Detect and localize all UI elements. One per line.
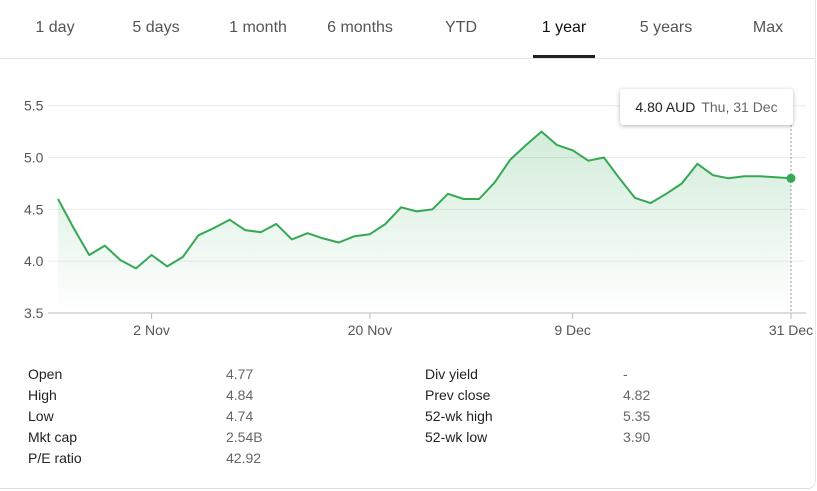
y-tick-label: 5.5: [24, 98, 44, 114]
stat-label: 52-wk high: [425, 408, 493, 424]
range-tab[interactable]: 5 days: [132, 19, 180, 36]
stat-label: P/E ratio: [28, 450, 82, 466]
x-tick-label: 2 Nov: [133, 322, 170, 338]
stat-value: 4.77: [226, 366, 254, 382]
stat-value: 2.54B: [226, 429, 263, 445]
stat-value: 4.84: [226, 387, 254, 403]
last-point: [786, 173, 796, 183]
range-tab[interactable]: 1 year: [541, 19, 587, 36]
tooltip: 4.80 AUD Thu, 31 Dec: [620, 89, 793, 125]
range-tab[interactable]: 1 day: [35, 19, 75, 36]
stat-value: 42.92: [226, 450, 262, 466]
stat-value: 5.35: [623, 408, 651, 424]
x-tick-label: 31 Dec: [769, 322, 813, 338]
range-tab[interactable]: YTD: [445, 19, 477, 36]
stat-label: Mkt cap: [28, 429, 78, 445]
y-tick-label: 4.5: [24, 201, 44, 217]
stat-label: Open: [28, 366, 63, 382]
stat-label: Prev close: [425, 387, 491, 403]
stat-value: -: [623, 366, 628, 382]
chart: 3.5 4.0 4.5 5.0 5.5 2 Nov 20 Nov 9 Dec 31 Dec: [24, 98, 813, 338]
stat-label: 52-wk low: [425, 429, 488, 445]
y-tick-label: 5.0: [24, 150, 44, 166]
area: [58, 131, 791, 313]
range-tab[interactable]: Max: [752, 19, 784, 36]
tooltip-price: 4.80 AUD: [635, 99, 696, 115]
stat-value: 4.82: [623, 387, 651, 403]
x-tick-label: 9 Dec: [554, 322, 591, 338]
x-tick-label: 20 Nov: [348, 322, 392, 338]
stat-value: 4.74: [226, 408, 254, 424]
tooltip-date: Thu, 31 Dec: [701, 99, 778, 115]
stat-label: Div yield: [425, 366, 478, 382]
price-line: [57, 130, 792, 270]
y-tick-label: 4.0: [24, 253, 44, 269]
range-tab[interactable]: 1 month: [229, 19, 287, 36]
range-tab[interactable]: 6 months: [327, 19, 393, 36]
stat-label: High: [28, 387, 57, 403]
range-tab[interactable]: 5 years: [639, 19, 693, 36]
range-tabs: 1 day 5 days 1 month 6 months YTD 1 year 5 yea…: [0, 0, 815, 59]
active-tab-underline: [533, 55, 595, 58]
y-tick-label: 3.5: [24, 305, 44, 321]
stat-label: Low: [28, 408, 54, 424]
stat-value: 3.90: [623, 429, 651, 445]
